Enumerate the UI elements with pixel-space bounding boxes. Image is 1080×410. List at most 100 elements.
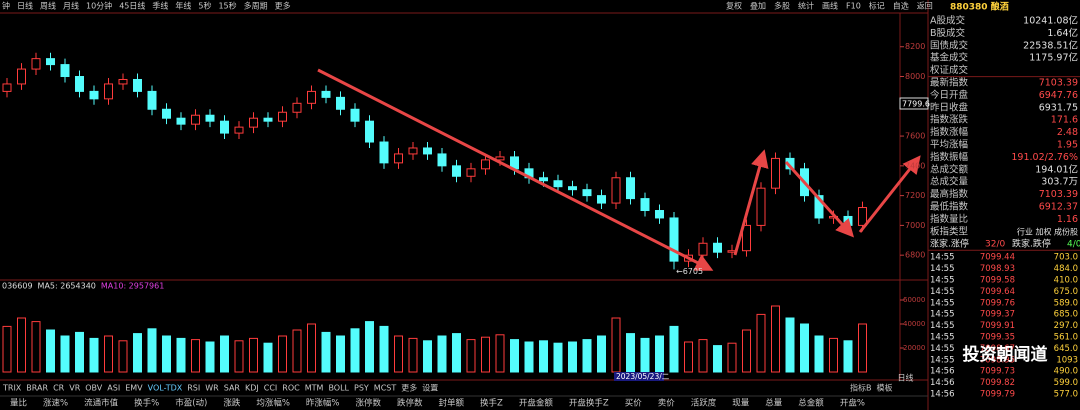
toolbar-button[interactable]: 标记 xyxy=(869,1,885,11)
indicator-tab[interactable]: 更多 xyxy=(401,383,417,393)
status-column[interactable]: 封单额 xyxy=(439,398,465,409)
trade-time: 14:56 xyxy=(930,378,955,388)
vol-tick-label: 20000 xyxy=(903,344,925,352)
indicator-tab[interactable]: MTM xyxy=(305,384,324,393)
candle-body xyxy=(466,168,476,177)
trade-price: 7099.37 xyxy=(980,310,1015,320)
status-column[interactable]: 跌停数 xyxy=(397,398,423,409)
toolbar-tab[interactable]: 月线 xyxy=(63,1,79,11)
indicator-header: MA5: 2654340 xyxy=(38,282,96,291)
indicator-tab[interactable]: 设置 xyxy=(422,383,438,393)
panel-label: 最低指数 xyxy=(930,201,969,213)
indicator-tab[interactable]: WR xyxy=(205,384,219,393)
indicator-tab[interactable]: BOLL xyxy=(328,384,349,393)
toolbar-tab[interactable]: 5秒 xyxy=(198,1,211,11)
status-column[interactable]: 总金额 xyxy=(798,398,824,409)
status-column[interactable]: 量比 xyxy=(10,398,27,409)
status-column[interactable]: 均涨幅% xyxy=(256,398,290,409)
indicator-tab[interactable]: ASI xyxy=(107,384,120,393)
status-column[interactable]: 活跃度 xyxy=(691,398,717,409)
panel-value: 6947.76 xyxy=(1039,90,1078,101)
status-column[interactable]: 卖价 xyxy=(658,399,676,409)
toolbar-button[interactable]: 叠加 xyxy=(750,1,766,11)
toolbar-tab[interactable]: 日线 xyxy=(17,1,33,11)
trend-arrow xyxy=(858,155,921,233)
volume-bar xyxy=(553,342,563,373)
toolbar-tab[interactable]: 年线 xyxy=(175,1,191,11)
trade-price: 7098.93 xyxy=(980,264,1015,274)
status-column[interactable]: 买价 xyxy=(625,399,643,409)
toolbar-tab[interactable]: 钟 xyxy=(2,1,10,11)
status-column[interactable]: 开盘换手Z xyxy=(569,398,609,409)
trade-volume: 599.0 xyxy=(1054,378,1078,388)
indicator-tab[interactable]: RSI xyxy=(187,384,200,393)
panel-label: 平均涨幅 xyxy=(930,139,969,151)
toolbar-button[interactable]: 统计 xyxy=(798,1,814,11)
trade-time: 14:55 xyxy=(930,344,955,354)
trade-volume: 561.0 xyxy=(1054,333,1078,343)
candle-body xyxy=(350,108,360,122)
candle-body xyxy=(568,186,577,191)
breadth-item: 跌家.跌停 xyxy=(1012,238,1051,250)
status-column[interactable]: 换手Z xyxy=(480,398,503,409)
candle-body xyxy=(147,90,157,110)
template-button[interactable]: 指标B xyxy=(850,383,872,393)
template-button[interactable]: 模板 xyxy=(877,383,893,393)
toolbar-tab[interactable]: 季线 xyxy=(152,1,168,11)
indicator-tab[interactable]: VOL-TDX xyxy=(148,384,183,393)
candle-body xyxy=(118,78,128,85)
toolbar-button[interactable]: 多股 xyxy=(774,1,790,11)
indicator-tab[interactable]: EMV xyxy=(125,384,143,393)
toolbar-button[interactable]: 自选 xyxy=(893,1,909,11)
indicator-tab[interactable]: PSY xyxy=(354,384,369,393)
status-column[interactable]: 涨停数 xyxy=(356,398,382,409)
panel-label: 总成交量 xyxy=(930,176,969,188)
indicator-tab[interactable]: ROC xyxy=(282,384,300,393)
status-column[interactable]: 流通市值 xyxy=(84,398,119,409)
status-column[interactable]: 现量 xyxy=(732,399,750,409)
volume-bar xyxy=(133,333,142,373)
trade-time: 14:55 xyxy=(930,264,955,274)
candle-body xyxy=(263,117,273,122)
indicator-tab[interactable]: SAR xyxy=(224,384,241,393)
toolbar-tab[interactable]: 周线 xyxy=(40,1,56,11)
status-column[interactable]: 市盈(动) xyxy=(175,398,207,409)
trade-price: 7099.76 xyxy=(980,298,1015,308)
status-column[interactable]: 涨跌 xyxy=(223,398,241,409)
trade-volume: 297.0 xyxy=(1054,321,1078,331)
status-column[interactable]: 总量 xyxy=(765,398,783,409)
template-button[interactable]: 日线 xyxy=(898,373,914,383)
status-column[interactable]: 开盘金额 xyxy=(519,398,554,409)
volume-bar xyxy=(742,329,751,373)
indicator-tab[interactable]: OBV xyxy=(85,384,103,393)
indicator-tab[interactable]: MCST xyxy=(374,384,397,393)
indicator-tab[interactable]: KDJ xyxy=(245,384,259,393)
toolbar-tab[interactable]: 10分钟 xyxy=(86,1,112,11)
panel-label: 指数振幅 xyxy=(930,151,969,163)
toolbar-button[interactable]: 复权 xyxy=(726,1,742,11)
status-column[interactable]: 昨涨幅% xyxy=(306,398,340,409)
toolbar-tab[interactable]: 更多 xyxy=(275,1,291,11)
toolbar-tab[interactable]: 15秒 xyxy=(218,1,236,11)
candle-body xyxy=(133,78,142,92)
indicator-tab[interactable]: VR xyxy=(69,384,80,393)
toolbar-button[interactable]: F10 xyxy=(846,2,861,11)
toolbar-button[interactable]: 画线 xyxy=(822,1,838,11)
candle-body xyxy=(249,117,258,128)
panel-value: 7103.39 xyxy=(1039,78,1078,89)
indicator-tab[interactable]: CCI xyxy=(264,384,278,393)
indicator-tab[interactable]: BRAR xyxy=(26,384,48,393)
status-column[interactable]: 涨速% xyxy=(43,398,68,409)
candle-body xyxy=(31,58,41,70)
indicator-tab[interactable]: TRIX xyxy=(2,384,22,393)
trade-time: 14:55 xyxy=(930,276,955,286)
toolbar-tab[interactable]: 多周期 xyxy=(244,1,268,11)
candle-body xyxy=(162,108,171,119)
panel-label: 权证成交 xyxy=(930,64,969,76)
indicator-tab[interactable]: CR xyxy=(53,384,65,393)
status-column[interactable]: 开盘% xyxy=(840,398,865,409)
panel-value: 22538.51亿 xyxy=(1023,39,1078,51)
status-column[interactable]: 换手% xyxy=(134,398,159,409)
toolbar-tab[interactable]: 45日线 xyxy=(119,1,145,11)
toolbar-button[interactable]: 返回 xyxy=(917,2,933,11)
